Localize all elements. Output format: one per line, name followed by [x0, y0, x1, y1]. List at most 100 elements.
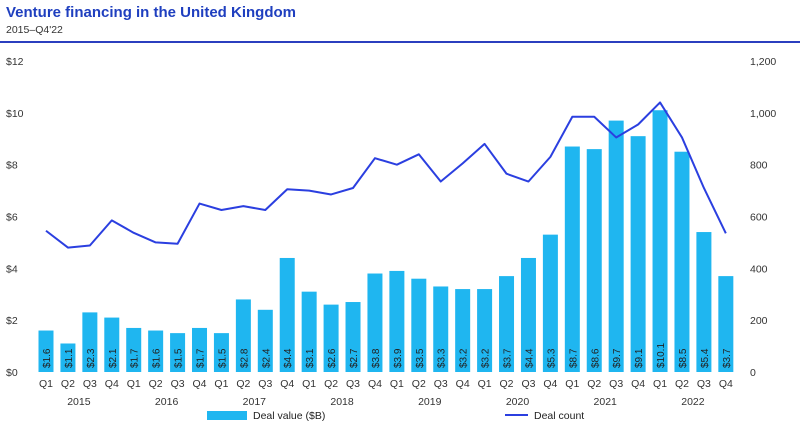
bar — [82, 312, 98, 372]
x-tick-label: Q3 — [258, 378, 272, 390]
right-axis-tick-label: 800 — [750, 160, 768, 172]
left-axis-tick-label: $2 — [6, 315, 18, 327]
x-tick-label: Q3 — [83, 378, 97, 390]
bar-value-label: $8.7 — [568, 348, 579, 368]
right-axis-tick-label: 1,200 — [750, 56, 776, 68]
bar-value-label: $3.5 — [415, 348, 426, 368]
right-axis-tick-label: 200 — [750, 315, 768, 327]
x-year-label: 2021 — [594, 396, 618, 408]
bar — [696, 232, 712, 372]
bar — [170, 333, 186, 372]
bar-value-label: $3.7 — [503, 348, 514, 368]
bar-value-label: $2.1 — [108, 348, 119, 368]
x-tick-label: Q4 — [543, 378, 557, 390]
x-year-label: 2022 — [681, 396, 705, 408]
chart-title: Venture financing in the United Kingdom — [6, 4, 297, 21]
x-tick-label: Q1 — [39, 378, 53, 390]
bar — [608, 120, 624, 372]
bar — [323, 304, 339, 372]
x-year-label: 2016 — [155, 396, 179, 408]
chart-subtitle: 2015–Q4'22 — [6, 24, 63, 36]
left-axis: $0 $2 $4 $6 $8 $10 $12 — [6, 56, 24, 379]
bar-value-label: $1.1 — [64, 348, 75, 368]
x-tick-label: Q3 — [434, 378, 448, 390]
x-tick-label: Q2 — [149, 378, 163, 390]
bar-value-label: $10.1 — [656, 343, 667, 368]
legend-bar-swatch — [207, 411, 247, 420]
deal-count-line — [45, 101, 727, 249]
x-tick-label: Q1 — [390, 378, 404, 390]
bar-value-label: $1.5 — [174, 348, 185, 368]
bar — [652, 110, 668, 372]
bar — [104, 317, 120, 372]
right-axis-tick-label: 1,000 — [750, 108, 776, 120]
bar-value-label: $3.7 — [722, 348, 733, 368]
bar — [411, 278, 427, 372]
x-axis: Q1 Q2 Q3 Q4 Q1 Q2 Q3 Q4 Q1 Q2 Q3 Q4 Q1 Q2 Q3 Q4 Q1 Q2 Q3 Q4… — [39, 378, 733, 408]
bar-value-label: $4.4 — [283, 348, 294, 368]
bar-value-label: $2.6 — [327, 348, 338, 368]
bar-value-label: $3.2 — [459, 348, 470, 368]
bar-value-label: $3.1 — [305, 348, 316, 368]
left-axis-tick-label: $0 — [6, 367, 18, 379]
x-tick-label: Q1 — [214, 378, 228, 390]
bar-value-label: $4.4 — [524, 348, 535, 368]
right-axis-tick-label: 0 — [750, 367, 756, 379]
x-tick-label: Q2 — [236, 378, 250, 390]
x-tick-label: Q2 — [675, 378, 689, 390]
x-year-label: 2019 — [418, 396, 442, 408]
bar — [279, 257, 295, 372]
x-tick-label: Q2 — [587, 378, 601, 390]
x-tick-label: Q4 — [105, 378, 119, 390]
x-tick-label: Q3 — [521, 378, 535, 390]
bar — [235, 299, 251, 372]
x-tick-label: Q1 — [565, 378, 579, 390]
bar-value-label: $3.9 — [393, 348, 404, 368]
bar — [542, 234, 558, 372]
bar-value-label: $2.8 — [239, 348, 250, 368]
bar-series: $1.6 $1.1 $2.3 $2.1 $1.7 $1.6 $1.5 $1.7 $1.5 $2.8… — [38, 110, 734, 372]
bar — [126, 327, 142, 372]
bar-value-label: $2.4 — [261, 348, 272, 368]
bar-value-label: $3.8 — [371, 348, 382, 368]
bar-value-label: $1.6 — [42, 348, 53, 368]
bar — [148, 330, 164, 372]
left-axis-tick-label: $12 — [6, 56, 24, 68]
right-axis-tick-label: 600 — [750, 212, 768, 224]
bar — [213, 333, 229, 372]
bar-value-label: $1.6 — [152, 348, 163, 368]
bar-value-label: $3.2 — [481, 348, 492, 368]
x-tick-label: Q4 — [193, 378, 207, 390]
x-tick-label: Q2 — [412, 378, 426, 390]
bar — [718, 276, 734, 372]
x-year-label: 2017 — [243, 396, 267, 408]
x-tick-label: Q3 — [346, 378, 360, 390]
left-axis-tick-label: $8 — [6, 160, 18, 172]
bar-value-label: $2.7 — [349, 348, 360, 368]
bar — [674, 151, 690, 372]
bar — [345, 302, 361, 372]
bar — [564, 146, 580, 372]
x-tick-label: Q3 — [609, 378, 623, 390]
bar — [477, 289, 493, 372]
bar — [192, 327, 208, 372]
x-tick-label: Q4 — [631, 378, 645, 390]
legend: Deal value ($B) Deal count — [207, 410, 584, 422]
bar-value-label: $1.7 — [130, 348, 141, 368]
bar — [367, 273, 383, 372]
bar-value-label: $2.3 — [86, 348, 97, 368]
bar — [389, 270, 405, 372]
x-tick-label: Q4 — [368, 378, 382, 390]
bar-value-label: $9.7 — [612, 348, 623, 368]
right-axis: 0 200 400 600 800 1,000 1,200 — [750, 56, 776, 379]
bar — [630, 136, 646, 372]
x-tick-label: Q1 — [127, 378, 141, 390]
bar-value-label: $1.7 — [196, 348, 207, 368]
legend-line-label: Deal count — [534, 410, 584, 422]
bar-value-label: $9.1 — [634, 348, 645, 368]
bar-value-label: $5.4 — [700, 348, 711, 368]
x-tick-label: Q2 — [61, 378, 75, 390]
x-year-label: 2020 — [506, 396, 530, 408]
bar-value-label: $5.3 — [546, 348, 557, 368]
